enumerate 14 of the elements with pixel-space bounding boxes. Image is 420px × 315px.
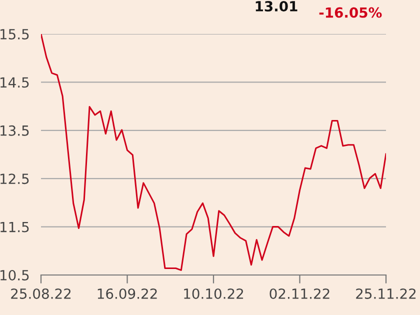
y-tick-label: 10.5 bbox=[0, 270, 29, 280]
x-tick-label: 25.08.22 bbox=[11, 288, 71, 299]
line-series bbox=[41, 34, 386, 271]
x-tick-label: 16.09.22 bbox=[98, 288, 157, 299]
y-tick-label: 13.5 bbox=[0, 125, 29, 136]
y-tick-label: 15.5 bbox=[0, 29, 29, 40]
y-tick-label: 12.5 bbox=[0, 174, 29, 184]
y-tick-label: 14.5 bbox=[0, 77, 29, 88]
x-tick-label: 25.11.22 bbox=[356, 288, 416, 299]
text: -16.05% bbox=[319, 7, 382, 18]
x-tick-label: 02.11.22 bbox=[270, 288, 330, 299]
y-tick-label: 11.5 bbox=[0, 222, 29, 232]
x-tick-label: 10.10.22 bbox=[184, 288, 244, 299]
text: 13.01 bbox=[256, 0, 298, 12]
